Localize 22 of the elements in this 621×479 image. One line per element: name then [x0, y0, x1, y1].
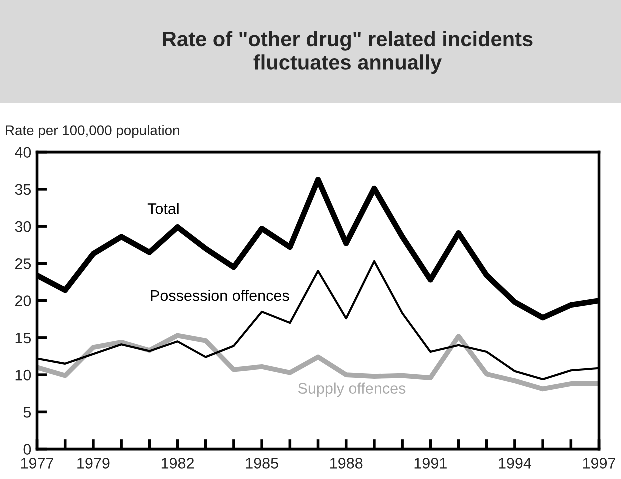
y-tick-label: 25 [15, 258, 32, 270]
x-tick-label: 1994 [499, 458, 532, 469]
y-tick-label: 40 [15, 147, 32, 158]
x-tick-label: 1988 [330, 458, 363, 469]
x-tick-label: 1997 [583, 458, 616, 469]
x-tick-label: 1985 [246, 458, 278, 469]
y-axis-title: Rate per 100,000 population [6, 125, 180, 138]
y-tick-label: 15 [16, 332, 32, 344]
y-tick-label: 0 [24, 444, 32, 455]
x-tick-label: 1991 [414, 458, 447, 469]
series-label: Total [148, 203, 179, 214]
y-tick-label: 20 [15, 296, 32, 306]
series-label: Possession offences [151, 290, 290, 302]
y-tick-label: 30 [15, 221, 32, 232]
x-tick-label: 1979 [78, 458, 110, 469]
x-tick-label: 1977 [21, 458, 54, 469]
y-tick-label: 35 [15, 184, 32, 196]
chart-title: Rate of "other drug" related incidents fluctuates annually [163, 31, 533, 74]
y-tick-label: 5 [24, 407, 32, 418]
y-tick-label: 10 [16, 370, 32, 381]
x-tick-label: 1982 [162, 458, 194, 469]
series-label: Supply offences [298, 382, 406, 398]
